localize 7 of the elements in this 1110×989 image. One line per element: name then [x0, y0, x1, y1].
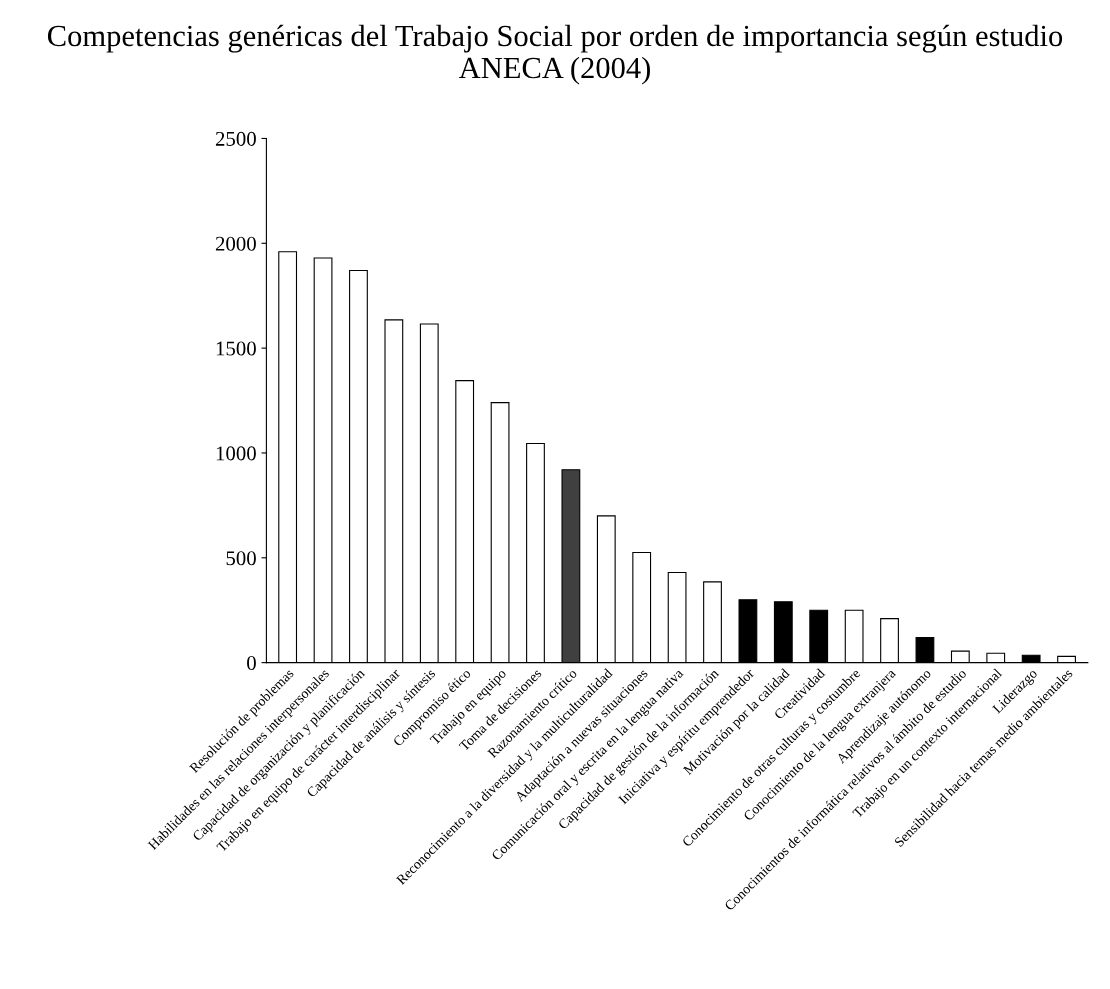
y-tick-label: 2500 [215, 131, 256, 146]
y-tick-label: 0 [247, 656, 256, 671]
chart-title: Competencias genéricas del Trabajo Social por orden de importancia según estudio ANECA (2004) [47, 24, 1063, 85]
y-tick-label: 1000 [216, 446, 256, 461]
y-tick-label: 1500 [216, 341, 256, 356]
y-tick-label: 2000 [215, 236, 256, 251]
y-tick-label: 500 [226, 551, 256, 566]
